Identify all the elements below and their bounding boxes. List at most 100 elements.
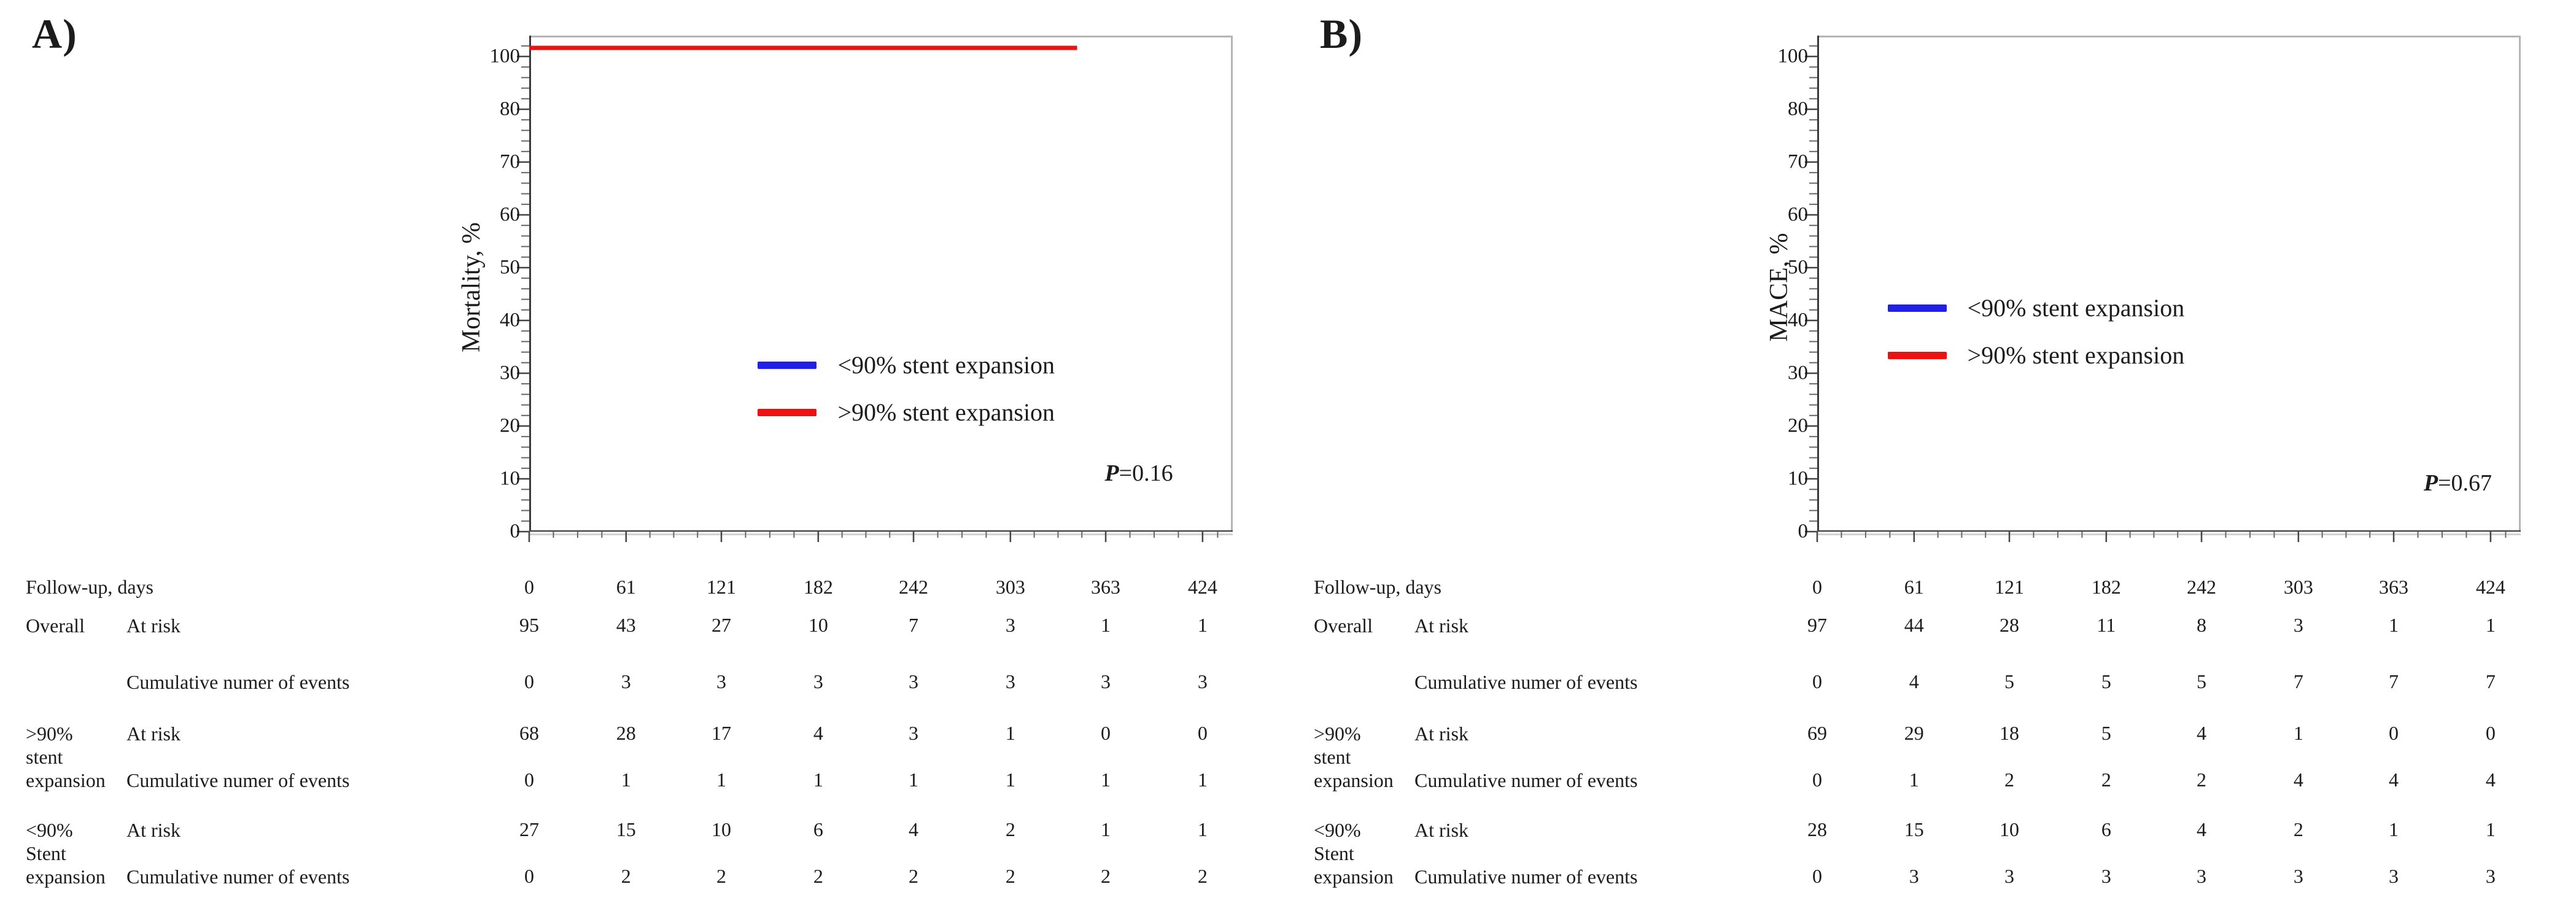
risk-value: 2 (2101, 769, 2111, 791)
x-tick-label: 0 (1812, 576, 1822, 598)
p-symbol: P (1104, 460, 1119, 487)
x-tick-label: 182 (803, 576, 833, 598)
risk-metric-label: Cumulative numer of events (1414, 769, 1638, 791)
risk-metric-label: At risk (1414, 819, 1468, 841)
risk-value: 11 (2097, 614, 2116, 636)
risk-value: 1 (1197, 614, 1208, 636)
risk-value: 5 (2197, 670, 2207, 692)
risk-value: 2 (1005, 865, 1015, 887)
risk-value: 1 (1101, 818, 1111, 840)
y-tick-label: 40 (500, 309, 520, 331)
risk-value: 3 (621, 670, 631, 692)
risk-value: 10 (712, 818, 732, 840)
risk-value: 1 (1005, 722, 1015, 744)
legend-item: >90% stent expansion (1887, 341, 2185, 370)
risk-value: 2 (1197, 865, 1208, 887)
km-plot (517, 36, 1233, 542)
risk-value: 0 (1197, 722, 1208, 744)
risk-group-label: >90% (1314, 723, 1361, 745)
risk-metric-label: Cumulative numer of events (1414, 671, 1638, 693)
risk-value: 5 (2101, 670, 2111, 692)
y-tick-label: 80 (1788, 98, 1808, 120)
risk-value: 4 (813, 722, 823, 744)
risk-group-label: expansion (1314, 769, 1394, 791)
y-tick-label: 20 (1788, 414, 1808, 437)
risk-value: 0 (2485, 722, 2496, 744)
risk-value: 0 (524, 670, 534, 692)
risk-value: 1 (2485, 614, 2496, 636)
risk-value: 1 (716, 769, 727, 791)
risk-value: 3 (1197, 670, 1208, 692)
panel-mace: B) MACE, % 100 80 70 60 50 40 30 20 10 0 0 61 121 182… (1288, 0, 2576, 911)
risk-value: 17 (712, 722, 732, 744)
risk-value: 3 (2101, 865, 2111, 887)
risk-value: 1 (1909, 769, 1919, 791)
risk-metric-label: At risk (1414, 614, 1468, 637)
risk-value: 2 (2004, 769, 2015, 791)
y-tick-label: 50 (1788, 256, 1808, 279)
risk-value: 68 (519, 722, 539, 744)
x-tick-label: 182 (2091, 576, 2121, 598)
risk-value: 2 (2293, 818, 2303, 840)
y-tick-label: 60 (1788, 203, 1808, 226)
followup-label: Follow-up, days (1314, 576, 1441, 598)
legend-label: <90% stent expansion (1967, 294, 2185, 322)
risk-value: 3 (716, 670, 727, 692)
risk-value: 27 (712, 614, 732, 636)
y-tick-label: 0 (1798, 520, 1809, 543)
risk-value: 6 (2101, 818, 2111, 840)
legend-swatch (1887, 304, 1947, 312)
risk-value: 2 (621, 865, 631, 887)
risk-group-label: expansion (26, 769, 106, 791)
risk-group-label: expansion (26, 866, 106, 888)
legend-swatch (758, 408, 817, 416)
p-symbol: P (2423, 470, 2438, 497)
risk-value: 2 (1101, 865, 1111, 887)
legend-item: >90% stent expansion (758, 398, 1055, 427)
risk-metric-label: At risk (126, 614, 180, 637)
risk-value: 5 (2004, 670, 2015, 692)
legend-item: <90% stent expansion (758, 351, 1055, 379)
risk-value: 3 (909, 722, 919, 744)
y-tick-label: 30 (1788, 362, 1808, 384)
risk-value: 3 (2293, 614, 2303, 636)
risk-value: 1 (2485, 818, 2496, 840)
p-value-text: =0.16 (1119, 460, 1173, 487)
risk-value: 1 (1197, 769, 1208, 791)
risk-value: 2 (1005, 818, 1015, 840)
risk-group-label: <90% (1314, 819, 1361, 841)
panel-mortality: A) Mortality, % 100 80 70 60 50 40 30 20 10 0 0 61 1… (26, 10, 1233, 888)
risk-value: 0 (1812, 670, 1822, 692)
risk-value: 0 (1101, 722, 1111, 744)
km-plot (1805, 36, 2521, 542)
risk-value: 1 (2389, 614, 2399, 636)
y-tick-label: 40 (1788, 309, 1808, 331)
risk-value: 1 (1101, 769, 1111, 791)
risk-value: 0 (2389, 722, 2399, 744)
risk-value: 1 (2389, 818, 2399, 840)
risk-value: 4 (909, 818, 919, 840)
p-value: P=0.67 (2424, 470, 2492, 497)
risk-value: 1 (2293, 722, 2303, 744)
y-tick-label: 20 (500, 414, 520, 437)
risk-value: 7 (909, 614, 919, 636)
risk-value: 28 (616, 722, 636, 744)
risk-group-label: Stent (1314, 842, 1354, 864)
legend-label: >90% stent expansion (1967, 341, 2185, 370)
legend: <90% stent expansion >90% stent expansion (758, 351, 1055, 445)
risk-group-label: stent (26, 746, 63, 768)
x-tick-label: 61 (616, 576, 636, 598)
y-tick-label: 80 (500, 98, 520, 120)
risk-value: 4 (2197, 722, 2207, 744)
risk-value: 0 (1812, 769, 1822, 791)
risk-value: 3 (1005, 670, 1015, 692)
risk-value: 95 (519, 614, 539, 636)
risk-value: 4 (2485, 769, 2496, 791)
risk-value: 4 (1909, 670, 1919, 692)
y-tick-label: 70 (1788, 150, 1808, 173)
p-value-text: =0.67 (2438, 470, 2492, 497)
x-tick-label: 363 (1091, 576, 1121, 598)
x-tick-label: 363 (2379, 576, 2409, 598)
risk-value: 44 (1904, 614, 1924, 636)
risk-group-label: >90% (26, 723, 73, 745)
